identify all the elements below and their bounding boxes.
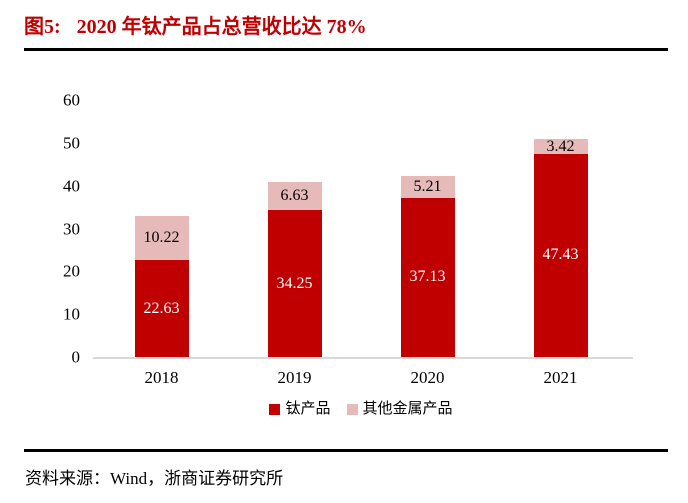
bar-segment-secondary: 3.42 [533,137,588,155]
y-tick-label: 20 [63,261,80,281]
y-tick-label: 0 [71,347,81,367]
bar-value-label: 5.21 [413,177,442,195]
x-category-label: 2020 [410,368,445,387]
source-note: 资料来源：Wind，浙商证券研究所 [25,469,284,488]
stacked-bar-chart: 0 10 20 30 40 50 60 22.63 10.22 34.25 6.63 37.13 5.… [0,56,688,442]
bar-value-label: 10.22 [143,229,180,247]
legend-item: 钛产品 [269,401,331,417]
legend-swatch [269,404,281,415]
bar-segment-secondary: 5.21 [400,175,455,198]
y-tick-label: 30 [63,219,80,238]
bar-segment-primary: 37.13 [400,197,455,357]
footer-divider-line [24,449,668,452]
bar-value-label: 47.43 [542,246,579,264]
bar-value-label: 37.13 [409,268,446,286]
legend-swatch [346,404,358,415]
bar-value-label: 22.63 [143,299,180,317]
x-axis-labels: 2018 2019 2020 2021 [95,368,627,391]
x-category-label: 2018 [144,368,179,387]
plot-area: 22.63 10.22 34.25 6.63 37.13 5.21 47.43 3.42 [93,100,633,359]
y-tick-label: 40 [63,176,80,196]
legend: 钛产品 其他金属产品 [95,402,627,417]
y-tick-label: 10 [63,304,80,324]
x-axis-line [93,357,633,359]
bar-segment-secondary: 6.63 [267,181,322,211]
bar-value-label: 6.63 [280,187,309,205]
y-tick-label: 50 [63,133,80,153]
bar-segment-primary: 47.43 [533,153,588,357]
x-category-label: 2019 [277,368,312,387]
x-category-label: 2021 [543,368,578,387]
figure-number-label: 图5: [24,16,61,38]
title-divider-line [24,48,668,51]
legend-label: 其他金属产品 [362,401,453,417]
legend-label: 钛产品 [285,401,331,417]
legend-item: 其他金属产品 [346,401,453,417]
bar-segment-secondary: 10.22 [134,216,189,261]
figure-title-row: 图5: 2020 年钛产品占总营收比达 78% [24,10,367,39]
bar-segment-primary: 22.63 [134,260,189,357]
bar-value-label: 34.25 [276,274,313,292]
y-axis: 0 10 20 30 40 50 60 [36,92,80,366]
bar-value-label: 3.42 [546,137,575,155]
y-tick-label: 60 [63,90,80,110]
bar-segment-primary: 34.25 [267,210,322,357]
figure-title: 2020 年钛产品占总营收比达 78% [76,16,367,38]
